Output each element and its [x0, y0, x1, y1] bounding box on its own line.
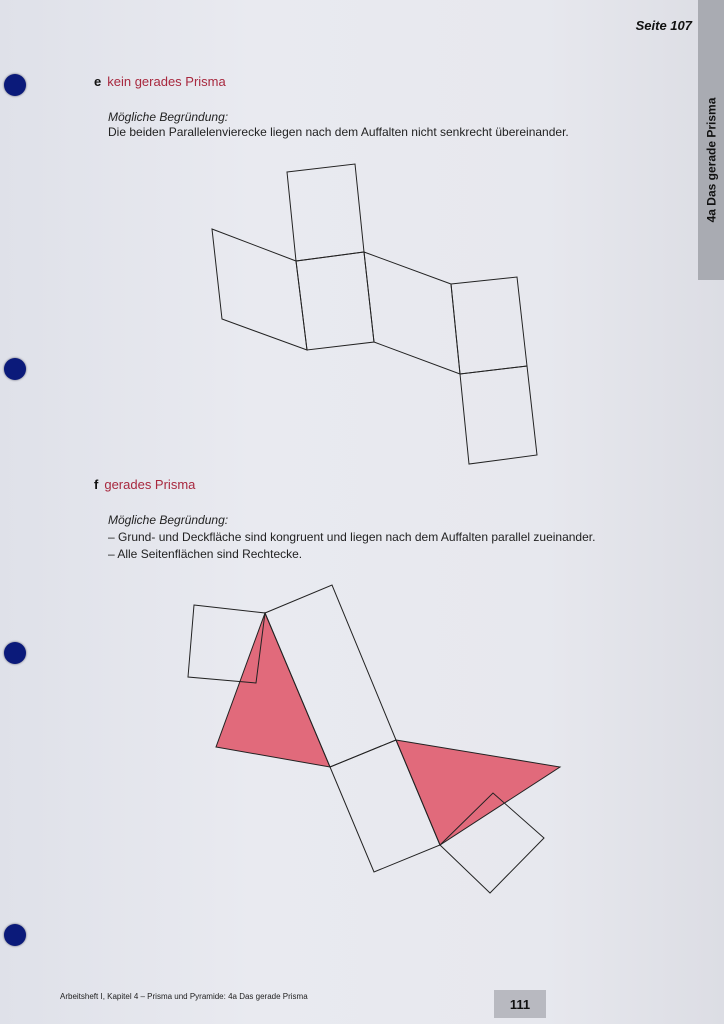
task-e-letter: e	[94, 74, 102, 89]
task-f-reason-line: – Grund- und Deckfläche sind kongruent u…	[108, 530, 596, 544]
page-number-text: 111	[509, 996, 531, 1012]
punch-hole	[4, 924, 26, 946]
net-f-bottom-right-square	[439, 792, 545, 894]
net-f-left-triangle	[215, 611, 331, 768]
task-e-reason-title: Mögliche Begründung:	[108, 110, 229, 124]
page-number: 111	[494, 990, 546, 1018]
chapter-tab	[698, 0, 724, 280]
task-f-reason-title: Mögliche Begründung:	[108, 513, 229, 527]
footer-source: Arbeitsheft I, Kapitel 4 – Prisma und Py…	[60, 992, 308, 1001]
page-reference: Seite 107	[635, 18, 692, 33]
punch-hole	[4, 74, 26, 96]
net-f-top-left-square	[187, 604, 266, 684]
task-f-letter: f	[94, 477, 99, 492]
task-e: e kein gerades Prisma	[94, 74, 226, 89]
net-f-right-triangle	[395, 739, 562, 846]
net-e-bottom-square	[459, 365, 538, 465]
task-e-reason-line: Die beiden Parallelenvierecke liegen nac…	[108, 125, 569, 139]
task-f: f gerades Prisma	[94, 477, 195, 492]
task-f-reason-line: – Alle Seitenflächen sind Rechtecke.	[108, 547, 303, 561]
task-e-answer: kein gerades Prisma	[107, 74, 226, 89]
task-f-answer: gerades Prisma	[104, 477, 196, 492]
punch-hole	[4, 642, 26, 664]
punch-hole	[4, 358, 26, 380]
